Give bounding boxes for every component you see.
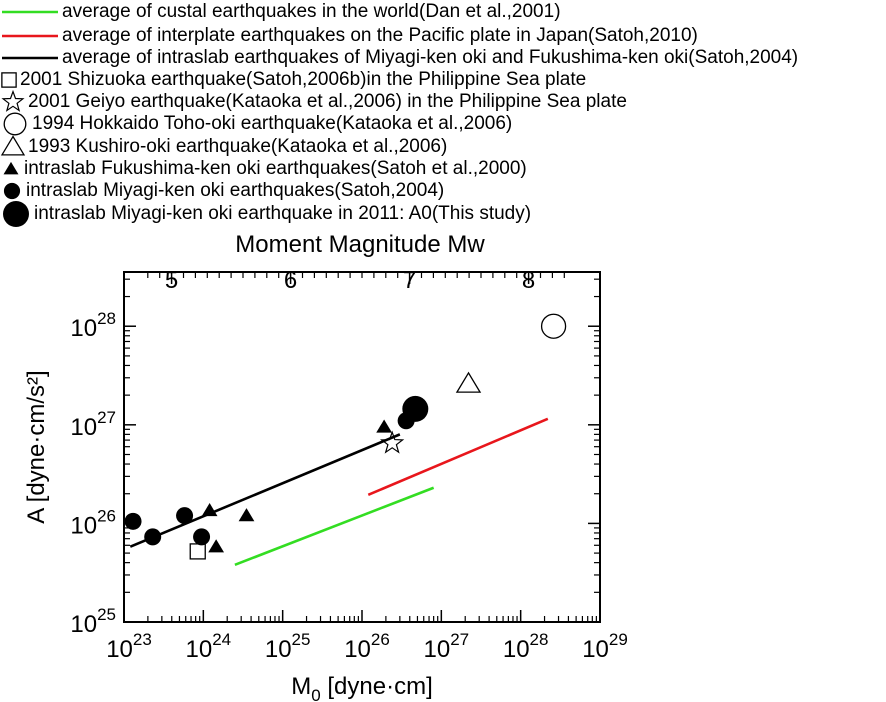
top-tick-label: 8 <box>522 267 535 294</box>
x-tick-label: 1025 <box>265 630 311 663</box>
legend-label: intraslab Fukushima-ken oki earthquakes(… <box>24 158 527 179</box>
legend-item: average of intraslab earthquakes of Miya… <box>0 47 798 69</box>
data-point-triangle-filled <box>208 539 225 553</box>
regression-lines <box>129 417 549 567</box>
x-tick-label: 1023 <box>106 630 152 663</box>
legend-symbol <box>1 72 17 88</box>
legend-label: 1993 Kushiro-oki earthquake(Kataoka et a… <box>28 136 448 157</box>
x-axis-title: M0 [dyne·cm] <box>291 673 433 702</box>
legend-label: intraslab Miyagi-ken oki earthquake in 2… <box>34 203 532 224</box>
data-point-circle-open <box>540 313 567 339</box>
legend-item: average of interplate earthquakes on the… <box>0 25 698 47</box>
red-line-icon <box>2 34 58 38</box>
legend-label: 1994 Hokkaido Toho-oki earthquake(Kataok… <box>32 113 513 134</box>
x-tick-label: 1026 <box>344 630 390 663</box>
legend-item: average of custal earthquakes in the wor… <box>0 1 561 23</box>
open-circle-icon <box>3 112 27 136</box>
y-tick-label: 1027 <box>70 408 116 441</box>
legend-label: intraslab Miyagi-ken oki earthquakes(Sat… <box>26 180 445 201</box>
legend-item: intraslab Fukushima-ken oki earthquakes(… <box>0 158 527 180</box>
x-tick-label: 1028 <box>503 630 549 663</box>
y-tick-label: 1026 <box>70 506 116 539</box>
legend-item: intraslab Miyagi-ken oki earthquakes(Sat… <box>0 180 444 202</box>
legend-symbol <box>1 89 25 112</box>
data-points <box>124 313 567 560</box>
data-point-circle-filled <box>176 507 194 525</box>
x-tick-label: 1027 <box>424 630 470 663</box>
axes <box>123 271 601 623</box>
open-star-icon <box>1 89 25 112</box>
data-point-triangle-open <box>455 371 482 393</box>
series-line <box>129 433 401 548</box>
series-line <box>367 417 549 497</box>
axis-labels: 1023 1024 1025 1026 1027 1028 1029 1025 1026 1027… <box>23 231 628 702</box>
data-point-star-open <box>380 430 405 454</box>
series-line <box>234 486 435 567</box>
legend-label: average of interplate earthquakes on the… <box>62 25 698 46</box>
legend-symbol <box>3 161 19 175</box>
legend-label: average of custal earthquakes in the wor… <box>62 1 561 22</box>
data-point-circle-filled <box>144 528 162 546</box>
data-point-circle-filled-large <box>402 395 429 422</box>
y-tick-label: 1025 <box>70 605 116 638</box>
black-line-icon <box>2 56 58 60</box>
legend-item: 2001 Geiyo earthquake(Kataoka et al.,200… <box>0 89 627 113</box>
data-point-circle-filled <box>124 512 142 530</box>
data-point-square-open <box>189 543 206 560</box>
top-axis-title: Moment Magnitude Mw <box>235 231 485 258</box>
legend-symbol <box>3 112 27 136</box>
y-tick-label: 1028 <box>70 309 116 342</box>
top-tick-label: 7 <box>403 267 416 294</box>
top-tick-label: 6 <box>284 267 297 294</box>
filled-circle-icon <box>3 182 21 200</box>
legend-label: 2001 Shizuoka earthquake(Satoh,2006b)in … <box>20 69 587 90</box>
y-axis-title: A [dyne·cm/s²] <box>23 370 50 523</box>
legend-symbol <box>3 182 21 200</box>
filled-triangle-icon <box>3 161 19 175</box>
x-tick-label: 1024 <box>186 630 232 663</box>
data-point-circle-filled <box>193 528 211 546</box>
legend-item: 1993 Kushiro-oki earthquake(Kataoka et a… <box>0 135 448 158</box>
large-filled-circle-icon <box>3 201 29 227</box>
open-square-icon <box>1 72 17 88</box>
data-point-triangle-filled <box>201 503 218 517</box>
legend-item: 1994 Hokkaido Toho-oki earthquake(Kataok… <box>0 112 513 136</box>
legend-symbol <box>0 135 26 156</box>
legend-label: average of intraslab earthquakes of Miya… <box>62 47 799 68</box>
data-point-triangle-filled <box>238 508 255 522</box>
legend-label: 2001 Geiyo earthquake(Kataoka et al.,200… <box>28 91 627 112</box>
legend-symbol <box>3 201 29 227</box>
x-tick-label: 1029 <box>582 630 628 663</box>
data-point-triangle-filled <box>376 419 392 433</box>
plot-frame <box>123 271 601 623</box>
legend-item: 2001 Shizuoka earthquake(Satoh,2006b)in … <box>0 69 586 91</box>
top-tick-label: 5 <box>165 267 178 294</box>
open-triangle-icon <box>0 135 26 156</box>
green-line-icon <box>2 10 58 14</box>
legend-item: intraslab Miyagi-ken oki earthquake in 2… <box>0 201 532 227</box>
